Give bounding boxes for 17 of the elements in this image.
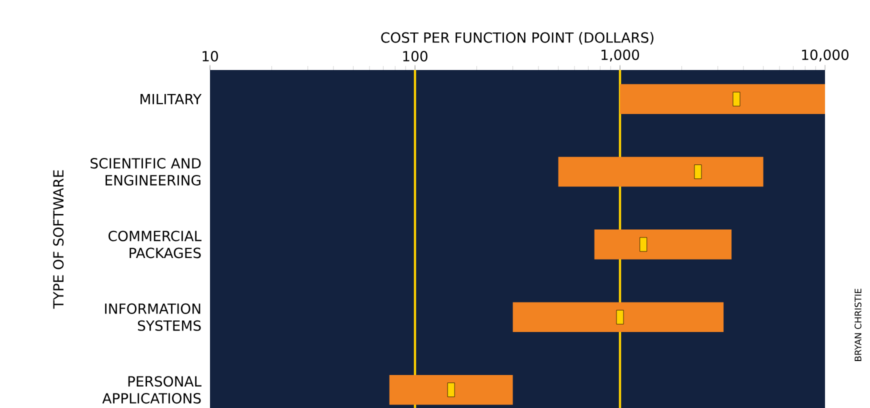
y-tick-label: PERSONAL APPLICATIONS [102,376,202,404]
x-tick-label: 100 [403,50,428,62]
x-tick-label: 1,000 [602,50,640,62]
y-tick-label: INFORMATION SYSTEMS [105,303,201,331]
bar [558,156,764,187]
x-tick-label: 10,000 [802,50,848,62]
y-axis-title: TYPE OF SOFTWARE [53,170,64,309]
text: BRYAN CHRISTIE [854,288,862,361]
bar [512,302,724,332]
x-tick-label: 10 [202,50,218,62]
y-tick-label: SCIENTIFIC AND ENGINEERING [90,158,201,186]
y-tick-label: MILITARY [140,94,202,104]
y-tick-label: COMMERCIAL PACKAGES [108,230,202,258]
bar [389,374,513,405]
x-axis-title: COST PER FUNCTION POINT (DOLLARS) [381,32,654,44]
bar [620,84,826,114]
bar [594,230,732,260]
